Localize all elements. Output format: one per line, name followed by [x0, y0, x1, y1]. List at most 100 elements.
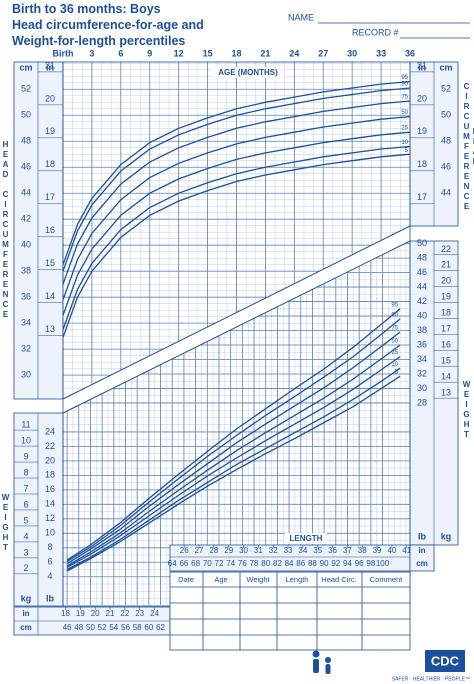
title-line: Weight-for-length percentiles	[12, 34, 186, 48]
x-tick-label: 15	[203, 48, 213, 58]
x-tick-label: 66	[179, 559, 188, 568]
curve-label: 95	[401, 75, 408, 81]
x2-tick-label: 18	[61, 609, 70, 618]
x2-tick-label: 32	[269, 546, 278, 555]
y-tick-label: 46	[441, 162, 451, 172]
y-tick-label: 40	[21, 240, 31, 250]
x-tick-label: 80	[261, 559, 270, 568]
x2-tick-label: 29	[224, 546, 233, 555]
x-tick-label: 58	[133, 623, 142, 632]
y2-tick-label: 15	[45, 258, 55, 268]
table-header: Comment	[370, 575, 403, 584]
y2-tick-label: 17	[45, 192, 55, 202]
y2-tick-label: 22	[441, 244, 451, 254]
x2-tick-label: 23	[135, 609, 144, 618]
y2-tick-label: 20	[441, 276, 451, 286]
curve-label: 90	[401, 82, 408, 88]
length-scale-upper	[169, 544, 411, 572]
y2-tick-label: 13	[441, 388, 451, 398]
x-tick-label: 56	[121, 623, 130, 632]
y-title: WEIGHT	[1, 493, 10, 553]
y-tick-label: 12	[45, 513, 55, 523]
percentile-curve	[63, 87, 410, 272]
x-tick-label: 3	[89, 48, 94, 58]
y-tick-label: 22	[45, 441, 55, 451]
percentile-curve	[63, 80, 410, 265]
x-tick-label: 82	[273, 559, 282, 568]
y2-tick-label: 17	[417, 192, 427, 202]
y2-tick-label: 9	[23, 451, 28, 461]
table-header: Age	[214, 575, 227, 584]
unit-label: cm	[20, 623, 32, 632]
y-tick-label: 34	[417, 354, 427, 364]
axis-label-bg	[212, 67, 284, 78]
x2-tick-label: 36	[328, 546, 337, 555]
y-tick-label: 48	[441, 136, 451, 146]
x2-tick-label: 24	[150, 609, 159, 618]
y-tick-label: 20	[45, 455, 55, 465]
x2-tick-label: 41	[402, 546, 411, 555]
percentile-curve	[63, 115, 410, 301]
x-tick-label: 98	[366, 559, 375, 568]
y2-tick-label: 19	[441, 292, 451, 302]
y-tick-label: 44	[417, 281, 427, 291]
unit-label: in	[46, 62, 54, 72]
y2-tick-label: 7	[23, 483, 28, 493]
y-tick-label: 46	[21, 162, 31, 172]
y-tick-label: 6	[47, 557, 52, 567]
unit-label: cm	[19, 62, 32, 72]
x-tick-label: 24	[289, 48, 299, 58]
logo-box	[425, 650, 465, 672]
y-tick-label: 38	[21, 266, 31, 276]
y-tick-label: 32	[417, 368, 427, 378]
title-line: Birth to 36 months: Boys	[12, 2, 161, 16]
y2-tick-label: 14	[441, 372, 451, 382]
y-tick-label: 30	[417, 383, 427, 393]
percentile-curve	[66, 375, 401, 572]
table-header: Length	[286, 575, 309, 584]
curve-label: 10	[391, 362, 398, 368]
x-tick-label: 6	[118, 48, 123, 58]
x-tick-label: Birth	[53, 48, 74, 58]
unit-label: in	[418, 546, 425, 555]
y2-tick-label: 10	[21, 435, 31, 445]
record-table	[169, 571, 411, 651]
y-tick-label: 42	[417, 296, 427, 306]
x2-tick-label: 21	[106, 609, 115, 618]
y-tick-label: 36	[21, 292, 31, 302]
family-icon	[312, 650, 331, 674]
x-tick-label: 70	[203, 559, 212, 568]
x-tick-label: 30	[347, 48, 357, 58]
y2-tick-label: 2	[23, 563, 28, 573]
y-tick-label: 38	[417, 325, 427, 335]
y-tick-label: 30	[21, 369, 31, 379]
x2-tick-label: 31	[254, 546, 263, 555]
unit-label: in	[418, 62, 426, 72]
percentile-curve	[66, 318, 401, 563]
percentile-curve	[63, 131, 410, 316]
curve-label: 75	[401, 95, 408, 101]
x-tick-label: 72	[215, 559, 224, 568]
x2-tick-label: 27	[195, 546, 204, 555]
y-tick-label: 4	[47, 571, 52, 581]
curve-label: 50	[401, 110, 408, 116]
x-tick-label: 60	[144, 623, 153, 632]
x-tick-label: 27	[318, 48, 328, 58]
y-tick-label: 28	[417, 397, 427, 407]
y-tick-label: 50	[21, 110, 31, 120]
name-label: NAME	[288, 12, 314, 22]
x2-tick-label: 38	[358, 546, 367, 555]
y2-tick-label: 5	[23, 515, 28, 525]
y-tick-label: 48	[417, 252, 427, 262]
x2-tick-label: 28	[209, 546, 218, 555]
x-tick-label: 48	[74, 623, 83, 632]
y2-tick-label: 4	[23, 531, 28, 541]
y-tick-label: 10	[45, 528, 55, 538]
curve-label: 90	[391, 313, 398, 319]
x2-tick-label: 40	[387, 546, 396, 555]
x-tick-label: 88	[308, 559, 317, 568]
unit-label: in	[22, 609, 29, 618]
x2-tick-label: 34	[298, 546, 307, 555]
table-header: Date	[178, 575, 194, 584]
